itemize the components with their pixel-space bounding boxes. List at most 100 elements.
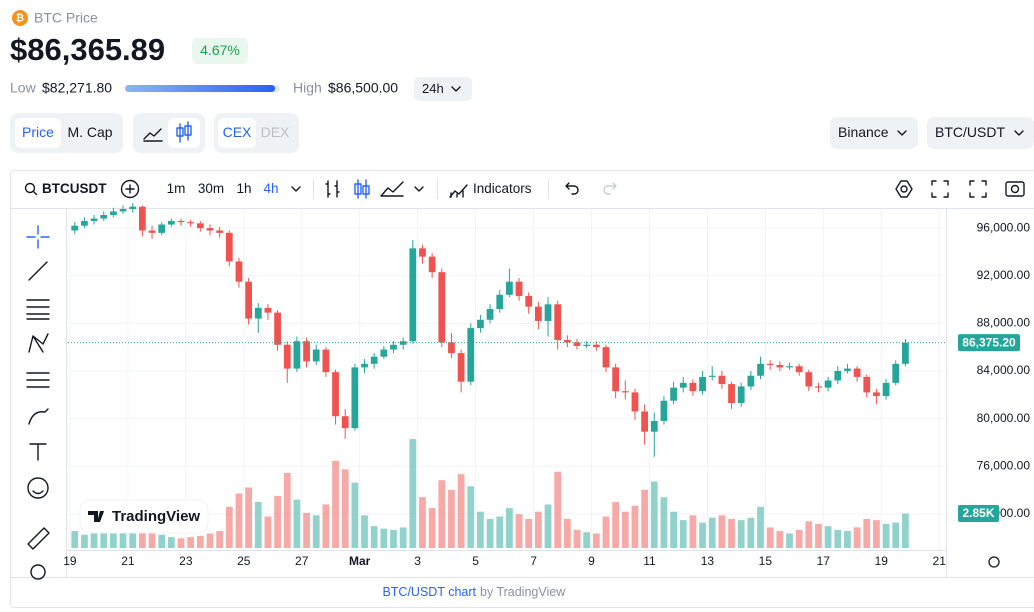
- period: 24h: [422, 81, 444, 96]
- volume-bar: [100, 533, 108, 548]
- forecast-tool[interactable]: [26, 372, 50, 388]
- area-icon[interactable]: [380, 181, 404, 197]
- volume-bar: [409, 439, 417, 548]
- interval-active[interactable]: 4h: [263, 181, 278, 196]
- brush-tool[interactable]: [28, 408, 49, 425]
- tab-dex[interactable]: DEX: [261, 124, 290, 140]
- ruler-tool[interactable]: [27, 527, 50, 550]
- volume-bar: [873, 520, 880, 548]
- fullscreen-icon[interactable]: [931, 180, 949, 198]
- volume-label-box: [958, 505, 999, 522]
- fib-tool[interactable]: [26, 299, 50, 320]
- logo-text[interactable]: TradingView: [112, 508, 200, 525]
- exchange-select[interactable]: [830, 117, 918, 149]
- footer-link[interactable]: BTC/USDT chart: [382, 585, 476, 599]
- tab-cex[interactable]: CEX: [223, 124, 252, 140]
- interval[interactable]: 30m: [198, 181, 224, 196]
- volume-bar: [428, 508, 436, 548]
- bars-icon[interactable]: [325, 180, 340, 198]
- x-tick-label: 11: [643, 554, 656, 568]
- volume-bar: [583, 532, 591, 548]
- candle-body: [90, 218, 98, 221]
- x-tick-label: 15: [759, 554, 773, 568]
- tab-selected: [168, 118, 200, 148]
- compare-icon[interactable]: [120, 179, 140, 199]
- indicators[interactable]: Indicators: [473, 181, 532, 196]
- volume-bar: [486, 518, 494, 548]
- undo-icon[interactable]: [565, 182, 579, 195]
- crosshair-tool[interactable]: [26, 225, 50, 249]
- candle-body: [592, 344, 600, 348]
- volume-bar: [563, 518, 571, 548]
- tab-price[interactable]: Price: [22, 124, 54, 140]
- x-tick-label: 3: [414, 554, 421, 568]
- y-tick-label: 92,000.00: [977, 268, 1031, 282]
- search-icon[interactable]: [24, 182, 36, 194]
- trendline-tool[interactable]: [28, 261, 48, 281]
- volume-bar: [206, 533, 214, 548]
- volume-bar: [805, 521, 813, 548]
- volume-bar: [844, 531, 851, 548]
- candle-icon[interactable]: [176, 121, 192, 143]
- volume-bar: [747, 517, 755, 548]
- settings-icon[interactable]: [895, 180, 913, 198]
- candle-body: [496, 294, 504, 310]
- volume-bar: [361, 515, 368, 548]
- snapshot-icon[interactable]: [1005, 181, 1025, 197]
- period-select[interactable]: [414, 77, 472, 101]
- candle-body: [757, 363, 764, 376]
- volume-bar: [776, 531, 784, 548]
- grid: [68, 210, 945, 550]
- range-fill: [125, 85, 276, 92]
- volume-bar: [573, 529, 581, 548]
- chevron[interactable]: [414, 186, 424, 192]
- candle-body: [467, 328, 475, 382]
- volume-pane: [71, 439, 909, 548]
- x-tick-label: 19: [63, 554, 77, 568]
- zoom-tool[interactable]: [30, 564, 46, 580]
- indicators-icon[interactable]: [449, 184, 468, 198]
- text-tool[interactable]: [29, 443, 47, 461]
- volume-bar: [795, 529, 803, 548]
- volume-bar: [216, 531, 224, 548]
- candle-body: [679, 382, 687, 388]
- x-tick-label: 23: [179, 554, 193, 568]
- candle-body: [815, 386, 822, 388]
- tab-mcap[interactable]: M. Cap: [67, 124, 112, 140]
- volume-bar: [370, 526, 378, 548]
- candle-body: [873, 392, 880, 396]
- candle-body: [766, 363, 774, 366]
- chevron[interactable]: [291, 186, 301, 192]
- candle-body: [776, 365, 784, 368]
- candle-body: [477, 319, 484, 329]
- chart-widget: [10, 170, 1034, 608]
- redo-icon[interactable]: [603, 182, 617, 195]
- y-tick-label: 88,000.00: [977, 316, 1031, 330]
- volume-bar: [225, 506, 233, 548]
- symbol[interactable]: BTCUSDT: [42, 181, 107, 196]
- pair-select[interactable]: [927, 117, 1034, 149]
- footer-by: by TradingView: [480, 585, 566, 599]
- volume-bar: [824, 526, 832, 548]
- candle-body: [824, 380, 832, 388]
- candle-body: [264, 307, 272, 313]
- search-icon: [32, 190, 38, 196]
- candle-body: [71, 225, 79, 231]
- line-icon[interactable]: [143, 128, 163, 142]
- pattern-tool[interactable]: [28, 333, 49, 353]
- interval[interactable]: 1h: [236, 181, 251, 196]
- candle-body: [602, 347, 610, 368]
- interval[interactable]: 1m: [167, 181, 186, 196]
- candle-body: [892, 363, 900, 383]
- candle-body: [534, 306, 542, 321]
- candle-body: [409, 248, 417, 342]
- emoji-tool[interactable]: [27, 477, 49, 499]
- volume-bar: [380, 528, 388, 548]
- candles-icon[interactable]: [354, 179, 370, 199]
- price: $86,365.89: [10, 32, 165, 67]
- change-badge: [192, 38, 248, 64]
- volume-bar: [457, 474, 465, 548]
- candle-body: [303, 341, 310, 362]
- pair: BTC/USDT: [935, 124, 1005, 140]
- expand-icon[interactable]: [969, 180, 987, 198]
